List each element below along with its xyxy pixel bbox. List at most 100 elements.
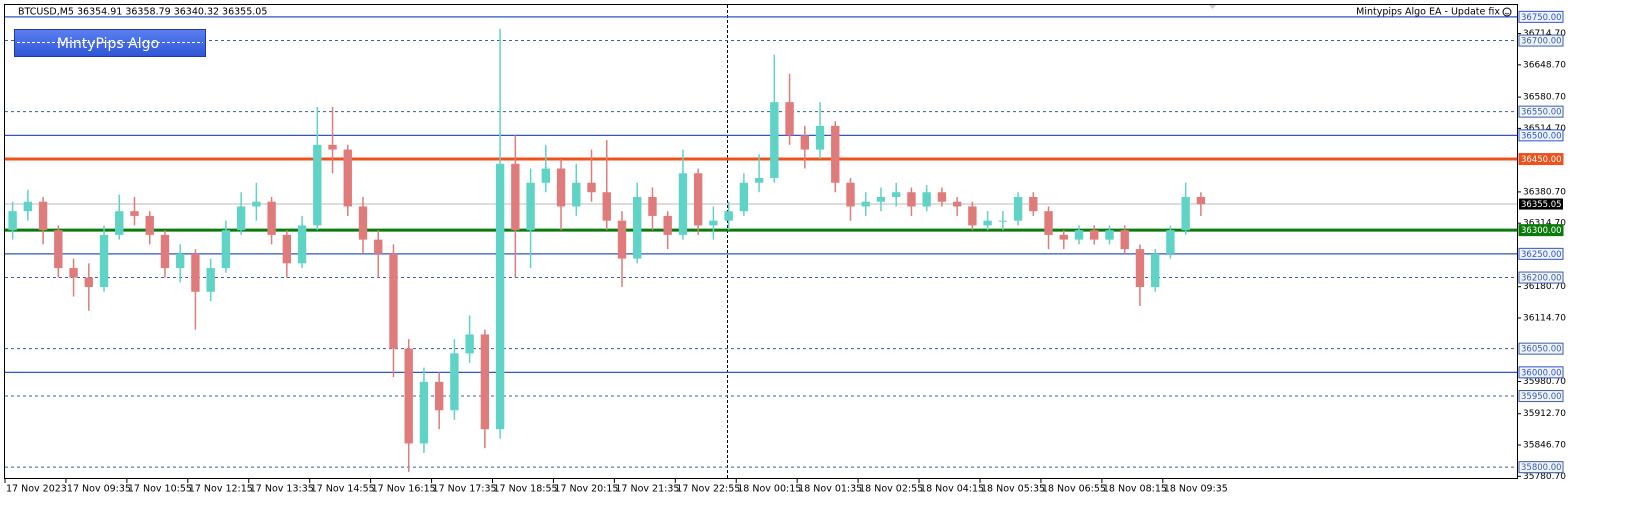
candle-body [252,201,261,207]
y-tick-label: 36180.70 [1523,282,1566,292]
symbol: BTCUSD,M5 [18,7,74,18]
level-label: 36750.00 [1521,13,1562,23]
candles [8,28,1206,472]
candle-body [282,234,292,264]
candle-body [998,220,1008,222]
level-label: 36200.00 [1521,274,1562,284]
candle-body [84,277,93,288]
x-tick-label: 17 Nov 14:55 [311,484,375,495]
x-tick-label: 17 Nov 2023 [6,484,67,495]
candle-body [69,268,78,278]
candle-body [465,334,474,354]
candle-body [404,348,413,444]
candle-body [526,182,535,231]
level-label-box [1518,366,1564,379]
level-label: 35800.00 [1521,463,1562,473]
y-tick-label: 36514.70 [1523,124,1566,134]
y-tick-label: 35980.70 [1523,377,1566,387]
x-tick-label: 17 Nov 12:15 [189,484,253,495]
shift-marker [1209,5,1216,9]
candle-body [815,125,825,150]
candle-body [176,253,185,269]
candle-body [99,234,109,288]
level-label: 36550.00 [1521,108,1562,118]
candle-body [1120,230,1129,250]
level-label: 36250.00 [1521,250,1562,260]
candle-body [846,182,855,207]
level-label-box [1518,390,1564,403]
axes: 36714.70 36648.70 36580.70 36514.70 36380.70… [4,10,1566,495]
x-tick-label: 18 Nov 06:55 [1042,484,1106,495]
level-label: 36000.00 [1521,368,1562,378]
candle-body [23,201,33,212]
level-label-box [1518,461,1564,474]
x-tick-label: 17 Nov 13:35 [250,484,314,495]
candle-body [800,135,809,150]
button-label[interactable]: MintyPips Algo [57,36,159,52]
y-tick-label: 36714.70 [1523,29,1566,39]
candle-body [1044,211,1053,235]
candle-body [968,206,977,226]
candle-body [1013,196,1023,221]
candle-body [313,144,322,226]
level-label-box [1518,10,1564,23]
current-price-label: 36355.05 [1521,200,1562,210]
candle-body [130,211,139,216]
candle-body [709,220,718,226]
x-tick-label: 18 Nov 00:15 [737,484,801,495]
level-label-box [1518,34,1564,47]
level-label: 36050.00 [1521,345,1562,355]
candle-body [693,173,703,226]
candle-body [160,234,170,269]
y-tick-label: 35846.70 [1523,441,1566,451]
candle-body [1196,196,1206,205]
candle-body [754,178,764,183]
candle-body [236,206,246,231]
x-tick-label: 17 Nov 21:35 [615,484,679,495]
candle-body [419,381,429,444]
candle-body [556,168,566,207]
candle-body [115,211,124,235]
candle-body [785,102,794,136]
candle-body [54,230,63,269]
level-label: 36450.00 [1521,155,1562,165]
candle-body [922,192,931,207]
candle-body [739,182,749,212]
level-label: 35950.00 [1521,392,1562,402]
candle-body [952,201,962,207]
candle-body [633,196,642,259]
candle-body [145,215,154,235]
y-tick-label: 36648.70 [1523,60,1566,70]
candle-body [541,168,551,183]
candle-body [587,182,596,193]
ea-icon [1502,7,1512,17]
candle-body [937,192,947,202]
candle-body [663,215,672,235]
candle-body [1059,234,1068,240]
candle-body [434,381,444,411]
x-tick-label: 17 Nov 10:55 [128,484,192,495]
ea-icon-smile [1504,12,1510,15]
x-tick-label: 17 Nov 16:15 [372,484,436,495]
candle-body [297,225,307,264]
level-label: 36700.00 [1521,37,1562,47]
x-tick-label: 17 Nov 09:35 [67,484,131,495]
level-label-box [1518,105,1564,118]
algo-button[interactable]: MintyPips Algo [14,29,206,57]
candle-body [221,230,231,269]
level-label-box [1518,271,1564,284]
level-label: 36300.00 [1521,226,1562,236]
candle-body [724,211,733,221]
candle-body [1029,196,1038,212]
candle-body [678,173,688,235]
candle-body [617,220,627,259]
candle-body [861,201,870,207]
x-tick-label: 18 Nov 02:55 [859,484,923,495]
y-tick-label: 35912.70 [1523,409,1566,419]
candle-body [1105,230,1114,240]
y-tick-label: 36580.70 [1523,93,1566,103]
candle-body [389,253,398,349]
candle-body [892,192,901,197]
x-tick-label: 18 Nov 08:15 [1103,484,1167,495]
